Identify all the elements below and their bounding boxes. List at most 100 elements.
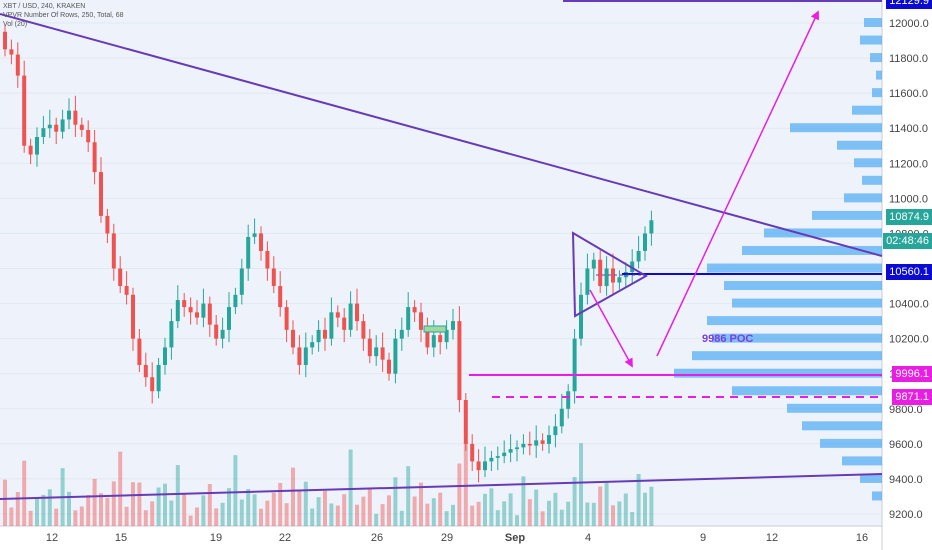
volume-bar [252,494,257,526]
plot-background [0,0,882,526]
y-tick-label: 9400.0 [889,474,923,486]
volume-bar [508,493,513,526]
volume-bar [41,494,46,526]
candle-body [380,347,385,360]
top-level-label: 12129.9 [886,0,932,9]
volume-bar [611,505,615,526]
volume-profile-bar [707,316,882,326]
candle-body [41,128,46,137]
volume-bar [188,515,193,526]
candle-body [265,250,270,269]
volume-bar [182,493,187,526]
candle-body [508,449,513,453]
volume-bar [163,483,167,526]
volume-bar [617,501,622,526]
candle-body [591,259,596,269]
volume-bar [495,510,500,526]
volume-bar [9,507,14,526]
candle-body [92,142,97,173]
y-tick-label: 9600.0 [889,439,923,451]
volume-bar [233,455,238,526]
volume-bar [380,504,385,526]
candle-body [60,119,65,132]
y-tick-label: 11800.0 [889,53,928,65]
y-tick-label: 10200.0 [889,334,929,346]
candle-body [355,303,359,322]
volume-bar [355,504,359,526]
volume-bar [457,463,462,526]
volume-bar [521,476,526,526]
candle-body [515,447,519,450]
time-axis-background [0,526,882,550]
candle-body [342,317,347,330]
lower-trendline [0,473,883,500]
volume-bar [131,482,135,526]
volume-profile-bar [872,88,882,98]
candle-body [47,124,52,129]
volume-bar [412,496,417,526]
volume-bar [361,496,366,526]
volume-bar [374,513,379,526]
candle-body [451,321,455,330]
volume-profile-bar [860,473,882,483]
candle-body [579,294,583,339]
candle-body [547,435,551,444]
candle-body [310,342,315,348]
volume-profile-bar [812,210,882,220]
volume-bar [572,477,577,526]
candle-body [367,338,372,357]
volume-bar [636,474,641,526]
poc-annotation: 9986 POC [702,333,754,345]
candle-body [553,426,558,436]
volume-profile-bar [724,281,882,291]
volume-bar [124,506,129,526]
volume-bar [387,495,391,526]
candle-body [137,338,142,365]
candle-body [9,49,14,55]
y-tick-label: 9200.0 [889,509,923,521]
x-tick-label: 16 [856,532,868,544]
candle-body [611,268,615,283]
candle-body [297,347,302,365]
volume-bar [623,493,628,526]
candle-body [604,268,609,287]
candle-body [617,277,622,283]
volume-bar [201,495,206,526]
candle-body [476,461,481,471]
volume-bar [406,466,411,526]
current-price-label: 10874.9 [886,209,932,225]
candle-body [431,335,436,348]
volume-profile-bar [712,333,882,343]
candle-body [348,303,353,330]
indicator-title: VPVR Number Of Rows, 250, Total, 68 [3,12,124,19]
candle-body [143,364,148,378]
candle-body [598,259,603,287]
candle-body [412,307,417,313]
candle-body [67,110,71,120]
volume-bar [316,497,321,526]
volume-bar [259,508,263,526]
up-arrow [656,10,820,357]
volume-bar [92,478,97,526]
volume-bar [150,501,155,526]
volume-bar [483,493,487,526]
candle-body [252,233,257,237]
candle-body [3,31,7,50]
volume-bar [470,505,475,526]
candle-body [374,347,379,357]
volume-profile-bar [732,298,882,308]
volume-bar [342,494,347,526]
volume-profile-bar [862,175,882,185]
volume-bar [15,492,20,526]
volume-bar [393,477,398,526]
down-arrow [589,289,633,368]
volume-bar [489,488,494,526]
candle-body [495,456,500,458]
volume-profile-bar [837,140,882,150]
upper-trendline [0,13,883,257]
candle-body [118,268,123,287]
candle-body [124,286,129,295]
x-tick-label: 22 [279,532,291,544]
